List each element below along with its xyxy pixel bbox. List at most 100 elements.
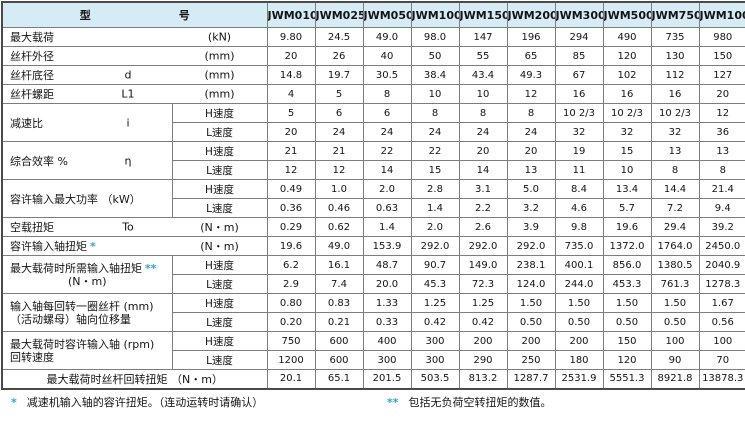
- value-cell: 300: [362, 350, 412, 370]
- value-cell: 2531.9: [554, 369, 604, 389]
- table-row: 丝杆底径 d (mm) 14.8 19.7 30.5 38.4 43.4 49.3 67 102 11…: [1, 65, 745, 85]
- value-cell: 49.0: [314, 236, 364, 256]
- value-cell: 1.4: [410, 198, 460, 218]
- row-label-line: 最大载荷时容许输入轴 (rpm): [10, 337, 155, 351]
- model-header-right: 号: [178, 9, 190, 22]
- value-cell: 0.42: [410, 312, 460, 332]
- value-cell: 65: [506, 46, 556, 66]
- value-cell: 16.1: [314, 255, 364, 275]
- row-unit: (mm): [204, 49, 235, 63]
- table-row: L速度 0.36 0.46 0.63 1.4 2.2 3.2 4.6 5.7 7.2 9.4: [2, 198, 745, 218]
- value-cell: 14.4: [650, 179, 700, 199]
- model-header-left: 型: [79, 9, 91, 22]
- value-cell: 1.50: [506, 293, 556, 313]
- value-cell: 0.50: [650, 312, 700, 332]
- value-cell: 1.25: [458, 293, 508, 313]
- value-cell: 48.7: [362, 255, 412, 275]
- row-label: 丝杆螺距 L1 (mm): [1, 84, 268, 104]
- value-cell: 1764.0: [650, 236, 700, 256]
- value-cell: 6: [314, 103, 364, 123]
- value-cell: 24: [314, 122, 364, 142]
- speed-sublabel-h: H速度: [171, 255, 268, 275]
- value-cell: 127: [698, 65, 745, 85]
- value-cell: 21: [266, 141, 316, 161]
- table-row: 丝杆螺距 L1 (mm) 4 5 8 10 10 12 16 16 16 20: [1, 84, 745, 104]
- value-cell: 735: [650, 27, 700, 47]
- value-cell: 292.0: [410, 236, 460, 256]
- value-cell: 21.4: [698, 179, 745, 199]
- value-cell: 24: [362, 122, 412, 142]
- footnote-marker: **: [387, 395, 399, 409]
- row-label: 容许输入最大功率 （kW）: [1, 179, 173, 218]
- row-label: 丝杆底径 d (mm): [1, 65, 268, 85]
- value-cell: 8: [506, 103, 556, 123]
- speed-sublabel-l: L速度: [171, 350, 268, 370]
- value-cell: 100: [650, 331, 700, 351]
- value-cell: 20: [698, 84, 745, 104]
- value-cell: 980: [698, 27, 745, 47]
- row-label-line: 回转速度: [10, 350, 54, 364]
- value-cell: 0.46: [314, 198, 364, 218]
- footnote: ** 包括无负荷空转扭矩的数值。: [387, 396, 552, 410]
- row-label-text: 空载扭矩: [10, 221, 54, 234]
- value-cell: 3.2: [506, 198, 556, 218]
- value-cell: 16: [602, 84, 652, 104]
- value-cell: 5551.3: [602, 369, 652, 389]
- value-cell: 4: [266, 84, 316, 104]
- value-cell: 147: [458, 27, 508, 47]
- table-row: 最大载荷时丝杆回转扭矩 （N・m） 20.1 65.1 201.5 503.5 813.2…: [1, 369, 745, 389]
- value-cell: 0.42: [458, 312, 508, 332]
- row-label: 减速比 i: [1, 103, 173, 142]
- value-cell: 67: [554, 65, 604, 85]
- value-cell: 12: [314, 160, 364, 180]
- value-cell: 292.0: [458, 236, 508, 256]
- value-cell: 1372.0: [602, 236, 652, 256]
- value-cell: 100: [698, 331, 745, 351]
- value-cell: 38.4: [410, 65, 460, 85]
- speed-sublabel-h: H速度: [171, 103, 268, 123]
- value-cell: 10 2/3: [554, 103, 604, 123]
- value-cell: 2.6: [458, 217, 508, 237]
- row-symbol: To: [122, 220, 134, 234]
- footnote: * 减速机输入轴的容许扭矩。（连动运转时请确认）: [11, 396, 263, 410]
- value-cell: 1.0: [314, 179, 364, 199]
- table-row: 最大载荷时容许输入轴 (rpm) 回转速度 H速度 750 600 400 300 200 20…: [1, 331, 745, 370]
- model-column-header: JWM300: [554, 1, 604, 28]
- model-column-header: JWM025: [314, 1, 364, 28]
- value-cell: 8: [410, 103, 460, 123]
- row-label-text: 最大载荷: [10, 31, 54, 44]
- value-cell: 14.8: [266, 65, 316, 85]
- row-unit: (mm): [204, 68, 235, 82]
- value-cell: 16: [650, 84, 700, 104]
- value-cell: 22: [362, 141, 412, 161]
- value-cell: 0.83: [314, 293, 364, 313]
- value-cell: 180: [554, 350, 604, 370]
- row-label-line: 输入轴每回转一圈丝杆 (mm): [10, 299, 154, 313]
- value-cell: 200: [506, 331, 556, 351]
- row-label-line: (N・m): [67, 274, 107, 288]
- value-cell: 1.33: [362, 293, 412, 313]
- value-cell: 16: [554, 84, 604, 104]
- value-cell: 0.80: [266, 293, 316, 313]
- value-cell: 1200: [266, 350, 316, 370]
- value-cell: 4.6: [554, 198, 604, 218]
- model-column-header: JWM750: [650, 1, 700, 28]
- value-cell: 20.0: [362, 274, 412, 294]
- table-row: 减速比 i H速度 5 6 6 8 8 8 10 2/3 10 2/3 10 2/3 12: [1, 103, 745, 142]
- model-header-row: 型 号 JWM010 JWM025 JWM050 JWM100 JWM150 JWM200…: [1, 1, 745, 28]
- value-cell: 5.0: [506, 179, 556, 199]
- value-cell: 0.63: [362, 198, 412, 218]
- row-label-text: 丝杆螺距: [10, 88, 54, 101]
- value-cell: 6.2: [266, 255, 316, 275]
- value-cell: 2.0: [410, 217, 460, 237]
- table-row: L速度 2.9 7.4 20.0 45.3 72.3 124.0 244.0 453.3 761.…: [2, 274, 745, 294]
- value-cell: 7.4: [314, 274, 364, 294]
- row-label: 空载扭矩 To (N・m): [1, 217, 268, 237]
- value-cell: 10: [410, 84, 460, 104]
- value-cell: 90: [650, 350, 700, 370]
- model-column-header: JWM500: [602, 1, 652, 28]
- model-column-header: JWM1000: [698, 1, 745, 28]
- row-label: 最大载荷 (kN): [1, 27, 268, 47]
- footnote-text: 减速机输入轴的容许扭矩。（连动运转时请确认）: [26, 395, 264, 409]
- value-cell: 8: [698, 160, 745, 180]
